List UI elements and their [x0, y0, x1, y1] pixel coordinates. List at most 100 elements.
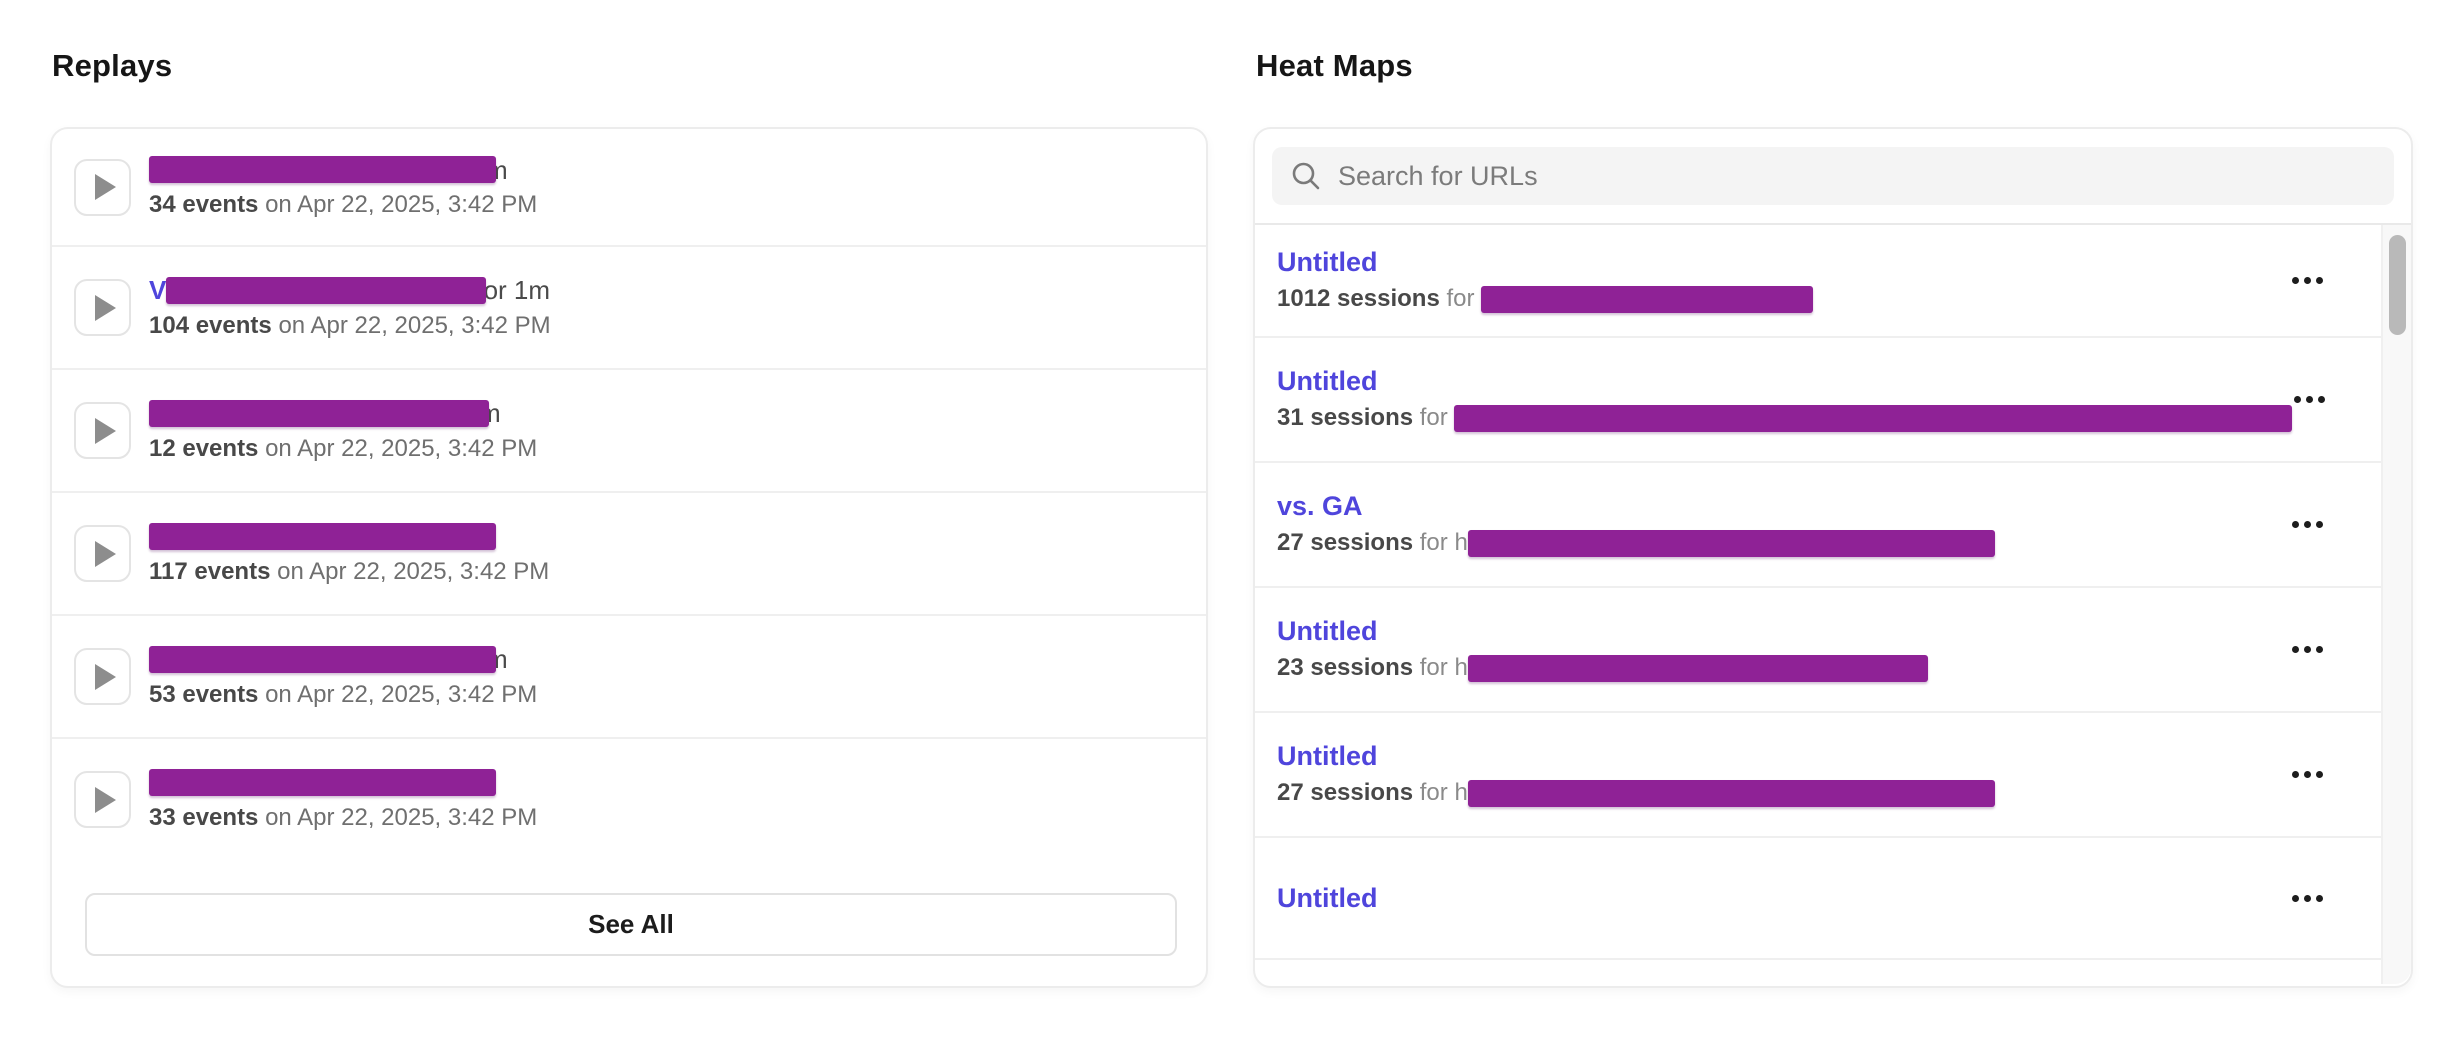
event-count: 34 events: [149, 191, 259, 219]
redacted-visitor-name: [166, 276, 487, 304]
ellipsis-icon: [2304, 521, 2311, 528]
replay-row[interactable]: m 34 events on Apr 22, 2025, 3:42 PM: [52, 129, 1206, 245]
replay-row[interactable]: m 53 events on Apr 22, 2025, 3:42 PM: [52, 614, 1206, 737]
more-options-button[interactable]: [2290, 267, 2325, 294]
scrollbar-track[interactable]: [2381, 225, 2411, 984]
heatmap-title-link[interactable]: Untitled: [1277, 247, 1378, 278]
heatmap-meta: 31 sessions for: [1277, 404, 2293, 432]
replay-title[interactable]: m: [149, 155, 537, 186]
event-count: 104 events: [149, 311, 272, 339]
ellipsis-icon: [2316, 277, 2323, 284]
heatmap-row[interactable]: Untitled 31 sessions for: [1255, 336, 2381, 461]
replay-timestamp: on Apr 22, 2025, 3:42 PM: [265, 191, 538, 219]
play-button[interactable]: [74, 158, 131, 216]
ellipsis-icon: [2292, 277, 2299, 284]
heatmap-title-link[interactable]: vs. GA: [1277, 491, 1363, 522]
session-count: 27 sessions: [1277, 529, 1414, 557]
heatmap-row[interactable]: Untitled: [1255, 836, 2381, 958]
more-options-button[interactable]: [2290, 761, 2325, 788]
replay-title-tail: for 1m: [476, 275, 551, 306]
heatmaps-heading: Heat Maps: [1256, 48, 1413, 83]
ellipsis-icon: [2292, 646, 2299, 653]
replay-row[interactable]: m 12 events on Apr 22, 2025, 3:42 PM: [52, 368, 1206, 491]
redacted-visitor-name: [149, 399, 489, 427]
more-options-button[interactable]: [2290, 885, 2325, 912]
play-button[interactable]: [74, 279, 131, 336]
meta-conjunction: for: [1419, 404, 1448, 432]
search-input[interactable]: [1338, 160, 2376, 192]
replay-meta: 53 events on Apr 22, 2025, 3:42 PM: [149, 681, 537, 709]
replay-meta: 12 events on Apr 22, 2025, 3:42 PM: [149, 435, 537, 463]
ellipsis-icon: [2316, 771, 2323, 778]
heatmap-row-partial[interactable]: Untitled: [1255, 958, 2381, 986]
heatmap-row[interactable]: Untitled 27 sessions for h: [1255, 711, 2381, 836]
event-count: 33 events: [149, 803, 259, 831]
more-options-button[interactable]: [2290, 636, 2325, 663]
heatmap-meta: 27 sessions for h: [1277, 529, 1995, 557]
search-box[interactable]: [1272, 147, 2394, 205]
see-all-button[interactable]: See All: [85, 893, 1177, 956]
heatmap-row[interactable]: vs. GA 27 sessions for h: [1255, 461, 2381, 586]
replay-timestamp: on Apr 22, 2025, 3:42 PM: [265, 680, 538, 708]
play-button[interactable]: [74, 525, 131, 582]
heatmaps-list: Untitled 1012 sessions for Untitled 31 s…: [1255, 225, 2381, 986]
ellipsis-icon: [2316, 646, 2323, 653]
replay-timestamp: on Apr 22, 2025, 3:42 PM: [265, 803, 538, 831]
scrollbar-thumb[interactable]: [2389, 235, 2406, 335]
ellipsis-icon: [2304, 646, 2311, 653]
redacted-visitor-name: [149, 768, 496, 796]
replays-heading: Replays: [52, 48, 173, 83]
url-fragment: h: [1454, 779, 1468, 807]
heatmap-title-link[interactable]: Untitled: [1277, 984, 1378, 986]
heatmaps-search-section: [1255, 129, 2411, 225]
heatmap-title-link[interactable]: Untitled: [1277, 883, 1378, 913]
url-fragment: h: [1454, 654, 1468, 682]
replay-row[interactable]: 33 events on Apr 22, 2025, 3:42 PM: [52, 737, 1206, 860]
redacted-url: [1467, 654, 1928, 682]
session-count: 31 sessions: [1277, 404, 1414, 432]
heatmap-title-link[interactable]: Untitled: [1277, 616, 1378, 647]
ellipsis-icon: [2292, 771, 2299, 778]
replay-timestamp: on Apr 22, 2025, 3:42 PM: [277, 557, 550, 585]
play-icon: [94, 786, 116, 813]
replay-meta: 117 events on Apr 22, 2025, 3:42 PM: [149, 558, 549, 586]
redacted-visitor-name: [149, 156, 496, 184]
heatmap-title-link[interactable]: Untitled: [1277, 366, 1378, 397]
heatmap-row[interactable]: Untitled 23 sessions for h: [1255, 586, 2381, 711]
ellipsis-icon: [2292, 894, 2299, 902]
session-count: 1012 sessions: [1277, 285, 1440, 313]
redacted-url: [1481, 285, 1814, 313]
play-icon: [94, 174, 116, 200]
visitor-name-fragment: V: [149, 275, 167, 306]
redacted-visitor-name: [149, 522, 496, 550]
play-button[interactable]: [74, 402, 131, 459]
replay-title[interactable]: [149, 767, 537, 798]
replay-row[interactable]: 117 events on Apr 22, 2025, 3:42 PM: [52, 491, 1206, 614]
replay-title[interactable]: [149, 521, 549, 552]
play-icon: [94, 294, 116, 321]
ellipsis-icon: [2304, 894, 2311, 902]
event-count: 117 events: [149, 557, 271, 585]
meta-conjunction: for: [1446, 285, 1475, 313]
heatmap-title-link[interactable]: Untitled: [1277, 741, 1378, 772]
redacted-url: [1467, 529, 1995, 557]
replay-title[interactable]: m: [149, 644, 537, 675]
ellipsis-icon: [2292, 521, 2299, 528]
more-options-button[interactable]: [2292, 386, 2327, 413]
play-button[interactable]: [74, 771, 131, 828]
heatmap-row[interactable]: Untitled 1012 sessions for: [1255, 225, 2381, 336]
play-button[interactable]: [74, 648, 131, 705]
replay-title[interactable]: m: [149, 398, 537, 429]
heatmap-meta: 1012 sessions for: [1277, 285, 1814, 313]
heatmap-meta: 27 sessions for h: [1277, 779, 1995, 807]
heatmaps-card: Untitled 1012 sessions for Untitled 31 s…: [1253, 127, 2413, 988]
more-options-button[interactable]: [2290, 511, 2325, 538]
ellipsis-icon: [2304, 277, 2311, 284]
ellipsis-icon: [2294, 396, 2302, 403]
ellipsis-icon: [2316, 894, 2323, 902]
redacted-url: [1454, 404, 2293, 432]
meta-conjunction: for: [1419, 779, 1448, 807]
